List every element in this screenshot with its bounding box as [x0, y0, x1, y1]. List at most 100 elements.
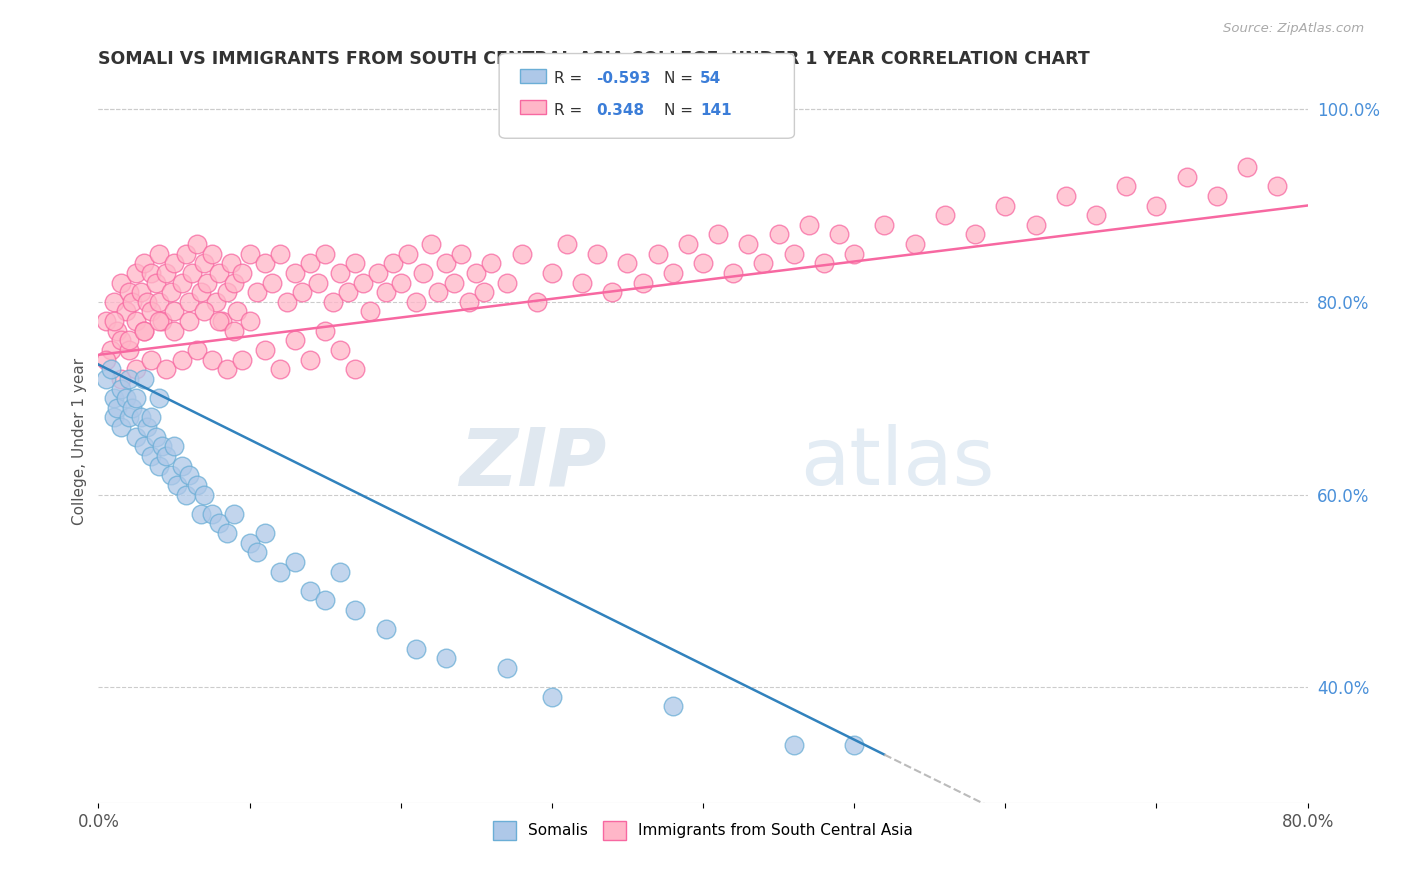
Point [352, 276, 374, 290]
Point [344, 256, 367, 270]
Point [135, 420, 157, 434]
Point [103, 391, 125, 405]
Point [571, 276, 593, 290]
Point [602, 285, 624, 300]
Point [150, 314, 173, 328]
Point [246, 545, 269, 559]
Point [412, 266, 434, 280]
Point [155, 362, 177, 376]
Point [904, 237, 927, 252]
Point [118, 372, 141, 386]
Point [141, 304, 163, 318]
Point [160, 285, 183, 300]
Point [253, 343, 276, 357]
Point [276, 294, 298, 309]
Point [269, 565, 291, 579]
Point [434, 651, 457, 665]
Point [307, 276, 329, 290]
Point [121, 294, 143, 309]
Point [211, 314, 233, 328]
Point [783, 246, 806, 260]
Point [208, 516, 231, 531]
Point [1206, 189, 1229, 203]
Point [224, 507, 246, 521]
Point [100, 343, 122, 357]
Point [160, 468, 183, 483]
Point [201, 246, 224, 260]
Point [443, 276, 465, 290]
Point [141, 352, 163, 367]
Point [155, 449, 177, 463]
Point [253, 256, 276, 270]
Point [132, 324, 155, 338]
Point [472, 285, 495, 300]
Point [420, 237, 443, 252]
Point [768, 227, 790, 242]
Point [205, 294, 228, 309]
Point [344, 603, 367, 617]
Point [129, 285, 152, 300]
Point [163, 304, 186, 318]
Point [201, 352, 224, 367]
Point [322, 294, 344, 309]
Point [465, 266, 488, 280]
Point [329, 565, 352, 579]
Point [132, 256, 155, 270]
Point [284, 334, 307, 348]
Point [965, 227, 987, 242]
Point [148, 294, 170, 309]
Point [190, 507, 212, 521]
Point [661, 266, 683, 280]
Text: ZIP: ZIP [458, 425, 606, 502]
Point [616, 256, 638, 270]
Point [215, 526, 238, 541]
Point [284, 555, 307, 569]
Point [367, 266, 389, 280]
Point [707, 227, 730, 242]
Point [329, 343, 352, 357]
Point [783, 738, 806, 752]
Point [382, 256, 405, 270]
Point [723, 266, 745, 280]
Point [239, 535, 262, 549]
Point [132, 372, 155, 386]
Point [186, 343, 208, 357]
Point [405, 294, 427, 309]
Point [253, 526, 276, 541]
Text: atlas: atlas [800, 425, 994, 502]
Point [314, 593, 336, 607]
Point [174, 246, 197, 260]
Point [110, 372, 132, 386]
Point [231, 352, 253, 367]
Text: N =: N = [664, 103, 697, 118]
Text: 54: 54 [700, 71, 721, 87]
Y-axis label: College, Under 1 year: College, Under 1 year [72, 358, 87, 525]
Point [405, 641, 427, 656]
Point [141, 410, 163, 425]
Text: -0.593: -0.593 [596, 71, 651, 87]
Point [103, 410, 125, 425]
Point [110, 334, 132, 348]
Point [118, 410, 141, 425]
Point [1054, 189, 1077, 203]
Point [181, 266, 204, 280]
Point [103, 294, 125, 309]
Point [647, 246, 669, 260]
Point [224, 324, 246, 338]
Point [121, 401, 143, 415]
Point [105, 401, 128, 415]
Point [215, 285, 238, 300]
Point [269, 246, 291, 260]
Point [141, 449, 163, 463]
Point [1175, 169, 1198, 184]
Point [94, 314, 117, 328]
Point [844, 246, 866, 260]
Point [94, 352, 117, 367]
Point [226, 304, 249, 318]
Point [145, 430, 167, 444]
Point [457, 294, 479, 309]
Point [299, 352, 322, 367]
Text: R =: R = [554, 103, 588, 118]
Point [676, 237, 699, 252]
Point [114, 304, 136, 318]
